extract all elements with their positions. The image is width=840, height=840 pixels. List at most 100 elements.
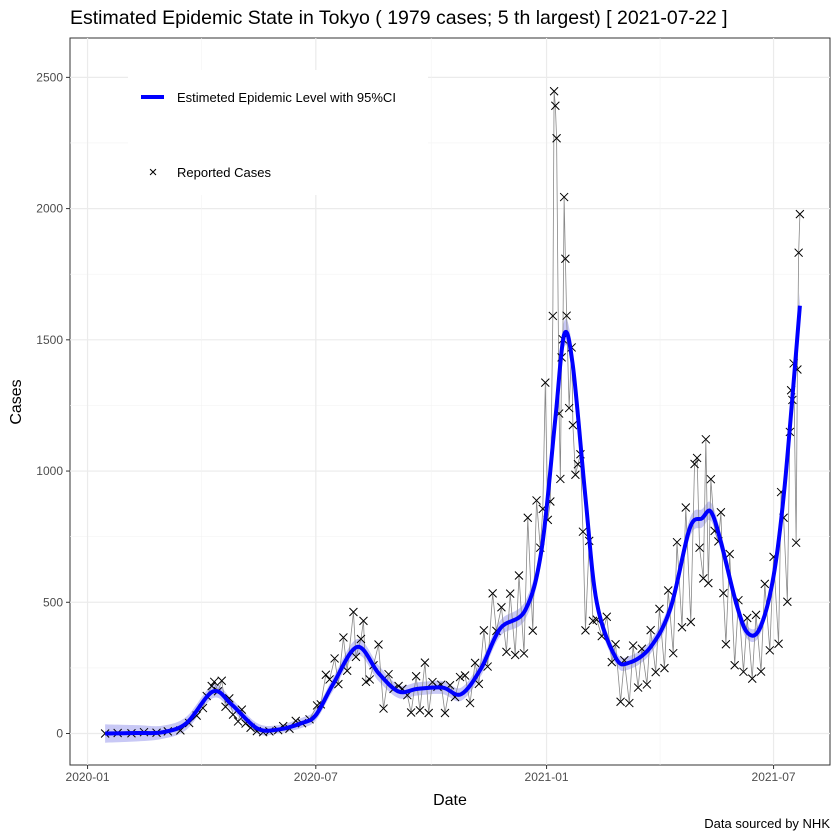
case-marker xyxy=(505,589,515,598)
case-marker xyxy=(424,708,434,718)
case-marker xyxy=(663,586,673,595)
case-marker xyxy=(321,670,331,680)
case-marker xyxy=(379,704,388,713)
case-marker xyxy=(690,459,699,469)
case-marker xyxy=(528,626,538,635)
case-marker xyxy=(672,537,682,547)
case-marker xyxy=(440,708,450,718)
case-marker xyxy=(686,617,696,627)
case-marker xyxy=(751,610,761,620)
y-tick-label: 0 xyxy=(56,727,63,741)
case-marker xyxy=(523,513,533,523)
case-marker xyxy=(479,626,489,635)
case-marker xyxy=(562,311,571,321)
case-marker xyxy=(716,507,726,517)
case-marker xyxy=(559,192,569,202)
legend-bg xyxy=(128,70,428,195)
case-marker xyxy=(351,652,361,662)
case-marker xyxy=(339,633,348,642)
case-marker xyxy=(721,639,731,649)
case-marker xyxy=(568,420,578,430)
case-marker xyxy=(706,474,716,484)
case-marker xyxy=(725,549,735,559)
x-axis-label: Date xyxy=(433,792,467,809)
case-marker xyxy=(361,677,371,687)
x-tick-label: 2020-01 xyxy=(66,770,110,784)
case-marker xyxy=(602,612,612,622)
legend-cases-key: × xyxy=(149,164,158,181)
case-marker xyxy=(342,666,352,676)
case-marker xyxy=(221,702,230,712)
case-marker xyxy=(642,680,652,689)
case-marker xyxy=(633,683,643,692)
x-tick-label: 2020-07 xyxy=(294,770,338,784)
case-marker xyxy=(765,645,775,655)
x-tick-label: 2021-07 xyxy=(752,770,796,784)
case-marker xyxy=(550,101,560,111)
case-marker xyxy=(677,622,687,632)
case-marker xyxy=(406,708,416,717)
case-marker xyxy=(549,86,559,96)
case-marker xyxy=(660,663,669,673)
case-marker xyxy=(349,607,358,617)
case-marker xyxy=(791,538,801,548)
case-marker xyxy=(655,604,664,614)
case-marker xyxy=(628,641,638,650)
case-marker xyxy=(411,671,421,681)
legend-level-label: Estimeted Epidemic Level with 95%CI xyxy=(177,90,396,105)
case-marker xyxy=(330,654,339,663)
case-marker xyxy=(774,639,783,649)
y-tick-label: 1000 xyxy=(36,464,63,478)
case-marker xyxy=(488,589,497,598)
case-marker xyxy=(228,710,238,719)
case-marker xyxy=(474,679,484,689)
case-marker xyxy=(540,378,550,387)
case-marker xyxy=(668,648,678,658)
case-marker xyxy=(795,209,805,219)
y-tick-label: 2000 xyxy=(36,202,63,216)
case-marker xyxy=(646,625,656,635)
case-marker xyxy=(374,640,383,649)
y-tick-label: 500 xyxy=(43,595,63,609)
case-marker xyxy=(624,698,634,708)
case-marker xyxy=(578,527,588,537)
chart-title: Estimated Epidemic State in Tokyo ( 1979… xyxy=(70,7,728,29)
case-marker xyxy=(233,717,243,726)
x-tick-label: 2021-01 xyxy=(525,770,569,784)
case-marker xyxy=(681,503,691,512)
case-marker xyxy=(794,248,804,258)
case-marker xyxy=(730,660,740,670)
case-marker xyxy=(581,626,590,635)
case-marker xyxy=(611,639,620,649)
legend-cases-label: Reported Cases xyxy=(177,165,271,180)
legend: Estimeted Epidemic Level with 95%CI × Re… xyxy=(128,70,428,195)
case-marker xyxy=(207,681,217,691)
case-marker xyxy=(556,474,565,484)
y-tick-label: 1500 xyxy=(36,333,63,347)
case-marker xyxy=(571,470,580,480)
case-marker xyxy=(502,647,511,657)
case-marker xyxy=(703,578,713,588)
case-marker xyxy=(497,602,506,612)
case-marker xyxy=(552,133,561,143)
case-marker xyxy=(365,675,375,684)
case-marker xyxy=(701,434,711,444)
case-marker xyxy=(561,254,570,264)
case-marker xyxy=(384,669,393,679)
caption: Data sourced by NHK xyxy=(704,816,830,831)
case-marker xyxy=(747,674,757,684)
case-marker xyxy=(510,650,520,660)
case-marker xyxy=(217,676,227,686)
case-marker xyxy=(519,649,529,658)
case-marker xyxy=(455,672,465,682)
case-marker xyxy=(783,597,792,607)
case-marker xyxy=(616,697,625,707)
y-tick-label: 2500 xyxy=(36,70,63,84)
case-marker xyxy=(465,698,475,708)
case-marker xyxy=(742,613,752,623)
case-marker xyxy=(695,543,704,553)
case-marker xyxy=(209,677,219,687)
case-marker xyxy=(739,667,748,677)
